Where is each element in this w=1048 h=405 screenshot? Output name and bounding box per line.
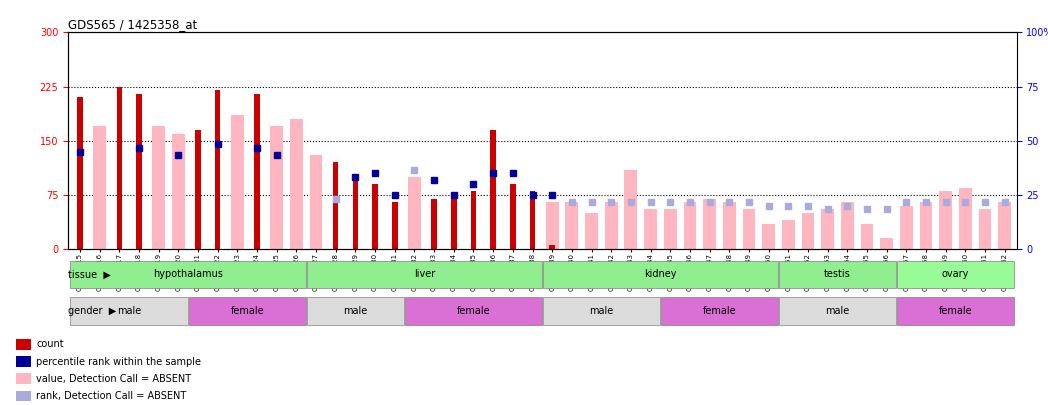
Bar	[408, 177, 421, 249]
Bar	[546, 202, 559, 249]
Bar	[939, 191, 953, 249]
Bar	[270, 126, 283, 249]
Bar	[920, 202, 933, 249]
Text: female: female	[457, 306, 490, 316]
Bar	[743, 209, 756, 249]
Bar	[17, 390, 30, 402]
Bar	[451, 195, 457, 249]
Bar	[510, 184, 516, 249]
Text: male: male	[589, 306, 613, 316]
Bar	[231, 115, 244, 249]
Text: female: female	[939, 306, 973, 316]
Bar	[661, 297, 778, 324]
Bar	[703, 198, 716, 249]
Bar	[840, 202, 854, 249]
Bar	[979, 209, 991, 249]
Bar	[215, 90, 220, 249]
Bar	[70, 297, 188, 324]
Bar	[549, 245, 555, 249]
Bar	[307, 261, 542, 288]
Bar	[290, 119, 303, 249]
Bar	[307, 297, 405, 324]
Bar	[897, 261, 1014, 288]
Bar	[625, 170, 637, 249]
Bar	[529, 191, 536, 249]
Bar	[645, 209, 657, 249]
Bar	[189, 297, 306, 324]
Text: percentile rank within the sample: percentile rank within the sample	[37, 357, 201, 367]
Text: male: male	[344, 306, 368, 316]
Bar	[352, 181, 358, 249]
Bar	[860, 224, 873, 249]
Bar	[779, 297, 896, 324]
Bar	[195, 130, 201, 249]
Text: female: female	[702, 306, 737, 316]
Bar	[17, 339, 30, 350]
Bar	[999, 202, 1011, 249]
Bar	[762, 224, 776, 249]
Bar	[405, 297, 542, 324]
Text: hypothalamus: hypothalamus	[153, 269, 223, 279]
Text: kidney: kidney	[645, 269, 677, 279]
Bar	[136, 94, 141, 249]
Text: count: count	[37, 339, 64, 350]
Bar	[959, 188, 971, 249]
Bar	[723, 202, 736, 249]
Bar	[116, 87, 122, 249]
Bar	[333, 162, 339, 249]
Bar	[309, 155, 323, 249]
Bar	[17, 356, 30, 367]
Bar	[78, 97, 83, 249]
Bar	[822, 209, 834, 249]
Bar	[255, 94, 260, 249]
Bar	[152, 126, 165, 249]
Text: liver: liver	[414, 269, 435, 279]
Bar	[70, 261, 306, 288]
Bar	[900, 206, 913, 249]
Bar	[392, 202, 397, 249]
Bar	[543, 261, 778, 288]
Bar	[93, 126, 106, 249]
Bar	[897, 297, 1014, 324]
Text: ovary: ovary	[942, 269, 969, 279]
Text: gender  ▶: gender ▶	[68, 306, 116, 316]
Bar	[372, 184, 378, 249]
Text: testis: testis	[824, 269, 851, 279]
Bar	[880, 238, 893, 249]
Bar	[663, 209, 677, 249]
Bar	[17, 373, 30, 384]
Text: male: male	[117, 306, 141, 316]
Text: tissue  ▶: tissue ▶	[68, 269, 111, 279]
Bar	[802, 213, 814, 249]
Bar	[543, 297, 660, 324]
Text: female: female	[231, 306, 264, 316]
Text: GDS565 / 1425358_at: GDS565 / 1425358_at	[68, 18, 197, 31]
Text: value, Detection Call = ABSENT: value, Detection Call = ABSENT	[37, 374, 192, 384]
Text: rank, Detection Call = ABSENT: rank, Detection Call = ABSENT	[37, 391, 187, 401]
Bar	[605, 202, 617, 249]
Bar	[683, 202, 696, 249]
Bar	[490, 130, 496, 249]
Bar	[471, 191, 476, 249]
Bar	[172, 134, 184, 249]
Bar	[779, 261, 896, 288]
Bar	[782, 220, 794, 249]
Bar	[432, 198, 437, 249]
Bar	[585, 213, 598, 249]
Bar	[566, 202, 578, 249]
Text: male: male	[826, 306, 850, 316]
